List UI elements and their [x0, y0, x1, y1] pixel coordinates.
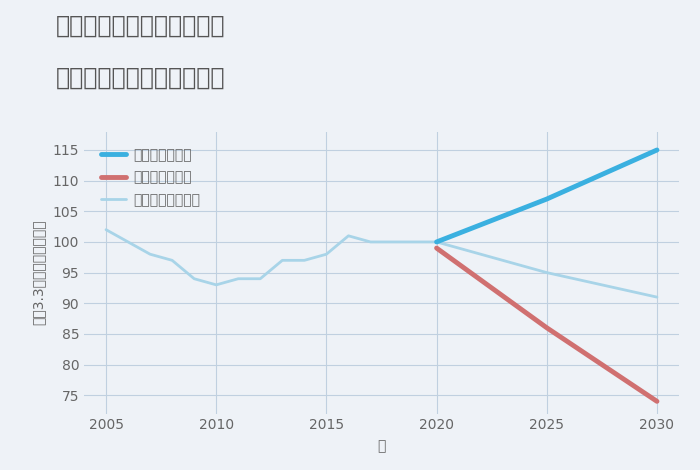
X-axis label: 年: 年	[377, 439, 386, 454]
Text: 三重県伊賀市希望ヶ丘東の: 三重県伊賀市希望ヶ丘東の	[56, 14, 225, 38]
Y-axis label: 坪（3.3㎡）単価（万円）: 坪（3.3㎡）単価（万円）	[32, 220, 46, 325]
Text: 中古マンションの価格推移: 中古マンションの価格推移	[56, 66, 225, 90]
Legend: グッドシナリオ, バッドシナリオ, ノーマルシナリオ: グッドシナリオ, バッドシナリオ, ノーマルシナリオ	[97, 144, 204, 211]
